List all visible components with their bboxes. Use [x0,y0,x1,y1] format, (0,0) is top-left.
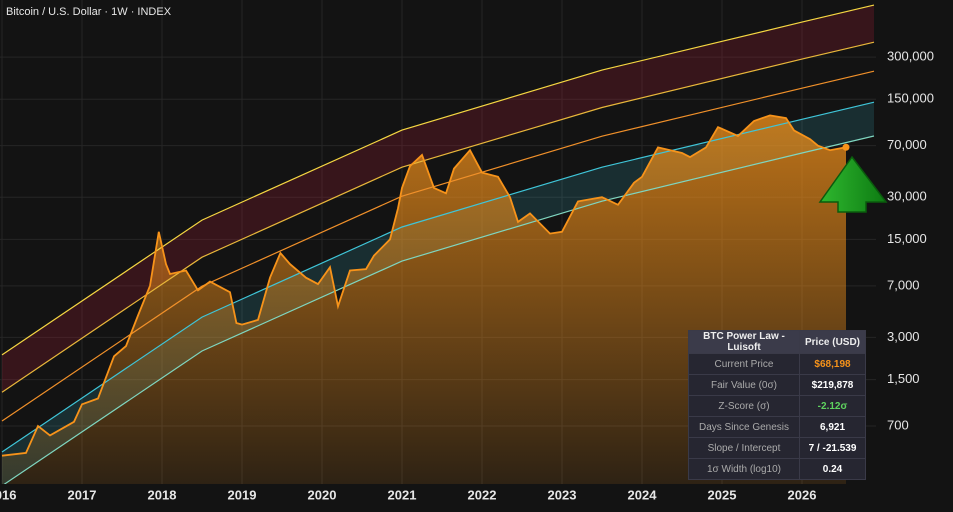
row-label: 1σ Width (log10) [688,458,800,480]
y-tick-label: 300,000 [887,49,934,64]
chart-title: Bitcoin / U.S. Dollar · 1W · INDEX [6,6,172,18]
row-label: Z-Score (σ) [688,395,800,417]
y-tick-label: 70,000 [887,137,927,152]
table-header: BTC Power Law - Luisoft Price (USD) [688,330,866,354]
row-label: Slope / Intercept [688,437,800,459]
header-cell: BTC Power Law - Luisoft [688,330,800,354]
row-value: $68,198 [799,353,866,375]
band-line [1,41,875,393]
x-tick-label: 2018 [148,487,177,502]
table-row: Fair Value (0σ) $219,878 [688,374,866,396]
table-row: Current Price $68,198 [688,353,866,375]
y-tick-label: 700 [887,417,909,432]
row-label: Current Price [688,353,800,375]
y-tick-label: 15,000 [887,231,927,246]
table-row: 1σ Width (log10) 0.24 [688,458,866,480]
arrow-icon [818,155,888,213]
row-value: 6,921 [799,416,866,438]
table-row: Days Since Genesis 6,921 [688,416,866,438]
band-fill [2,5,874,393]
y-tick-label: 7,000 [887,277,920,292]
row-value: 7 / -21.539 [799,437,866,459]
x-tick-label: 2020 [308,487,337,502]
band-line [1,101,875,453]
y-tick-label: 30,000 [887,189,927,204]
row-value: $219,878 [799,374,866,396]
table-row: Z-Score (σ) -2.12σ [688,395,866,417]
x-tick-label: 2017 [68,487,97,502]
y-tick-label: 150,000 [887,91,934,106]
x-tick-label: 2019 [228,487,257,502]
band-line [3,135,875,484]
x-tick-label: 2026 [788,487,817,502]
x-tick-label: 2025 [708,487,737,502]
x-tick-label: 2021 [388,487,417,502]
band-line [1,70,875,422]
x-tick-label: 2022 [468,487,497,502]
row-label: Days Since Genesis [688,416,800,438]
stats-table: BTC Power Law - Luisoft Price (USD) Curren… [688,330,866,480]
band-line [1,4,875,356]
y-tick-label: 3,000 [887,329,920,344]
header-cell: Price (USD) [799,330,866,354]
row-label: Fair Value (0σ) [688,374,800,396]
x-tick-label: 2016 [0,487,16,502]
x-tick-label: 2024 [628,487,658,502]
last-price-dot [842,143,850,151]
price-area [2,115,846,484]
row-value: 0.24 [799,458,866,480]
price-line [1,114,847,457]
x-tick-label: 2023 [548,487,577,502]
row-value: -2.12σ [799,395,866,417]
y-tick-label: 1,500 [887,371,920,386]
table-row: Slope / Intercept 7 / -21.539 [688,437,866,459]
